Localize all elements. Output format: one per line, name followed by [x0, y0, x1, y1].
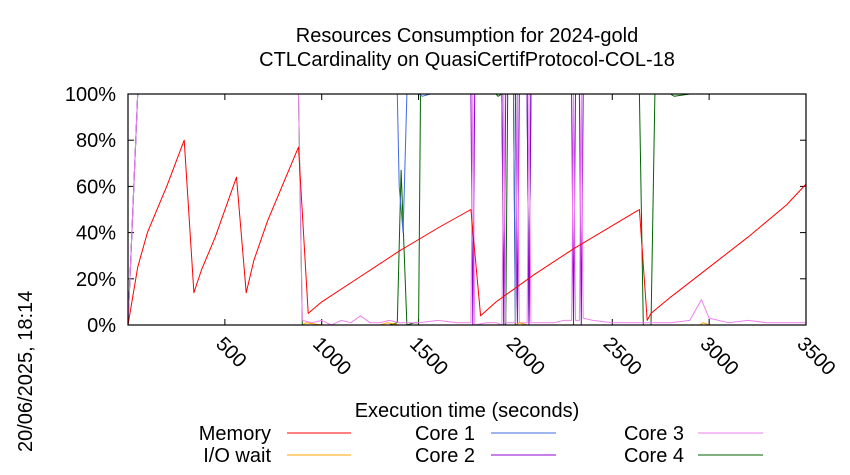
y-tick-label: 0% [87, 315, 116, 337]
plot-frame [127, 93, 807, 326]
x-tick-label: 2500 [599, 333, 646, 380]
legend-label: I/O wait [203, 445, 271, 467]
x-tick-labels: 500 1000 1500 2000 2500 3000 3500 [211, 333, 839, 380]
timestamp-label: 20/06/2025, 18:14 [15, 291, 37, 452]
legend-label: Core 2 [415, 445, 475, 467]
x-axis-label: Execution time (seconds) [355, 400, 580, 422]
legend-label: Core 4 [624, 445, 684, 467]
x-tick-label: 3500 [792, 333, 839, 380]
series-line-core-2 [127, 93, 806, 326]
x-tick-label: 1000 [308, 333, 355, 380]
series-line-memory [127, 139, 807, 326]
x-tick-label: 3000 [696, 333, 743, 380]
y-tick-label: 80% [76, 130, 116, 152]
legend-label: Core 3 [624, 423, 684, 445]
y-tick-labels: 0% 20% 40% 60% 80% 100% [65, 84, 116, 337]
legend-label: Core 1 [415, 423, 475, 445]
y-tick-label: 20% [76, 269, 116, 291]
y-tick-label: 40% [76, 223, 116, 245]
chart-subtitle: CTLCardinality on QuasiCertifProtocol-CO… [259, 49, 675, 71]
y-tick-label: 60% [76, 176, 116, 198]
chart-title: Resources Consumption for 2024-gold [296, 25, 638, 47]
y-tick-label: 100% [65, 84, 116, 106]
series-lines [127, 93, 807, 326]
x-tick-label: 500 [211, 333, 250, 372]
series-line-core-3 [127, 93, 806, 326]
legend-label: Memory [199, 423, 271, 445]
series-line-core-4 [127, 93, 806, 326]
series-line-core-1 [127, 93, 806, 326]
x-tick-label: 2000 [502, 333, 549, 380]
axis-ticks [128, 93, 807, 326]
x-tick-label: 1500 [405, 333, 452, 380]
